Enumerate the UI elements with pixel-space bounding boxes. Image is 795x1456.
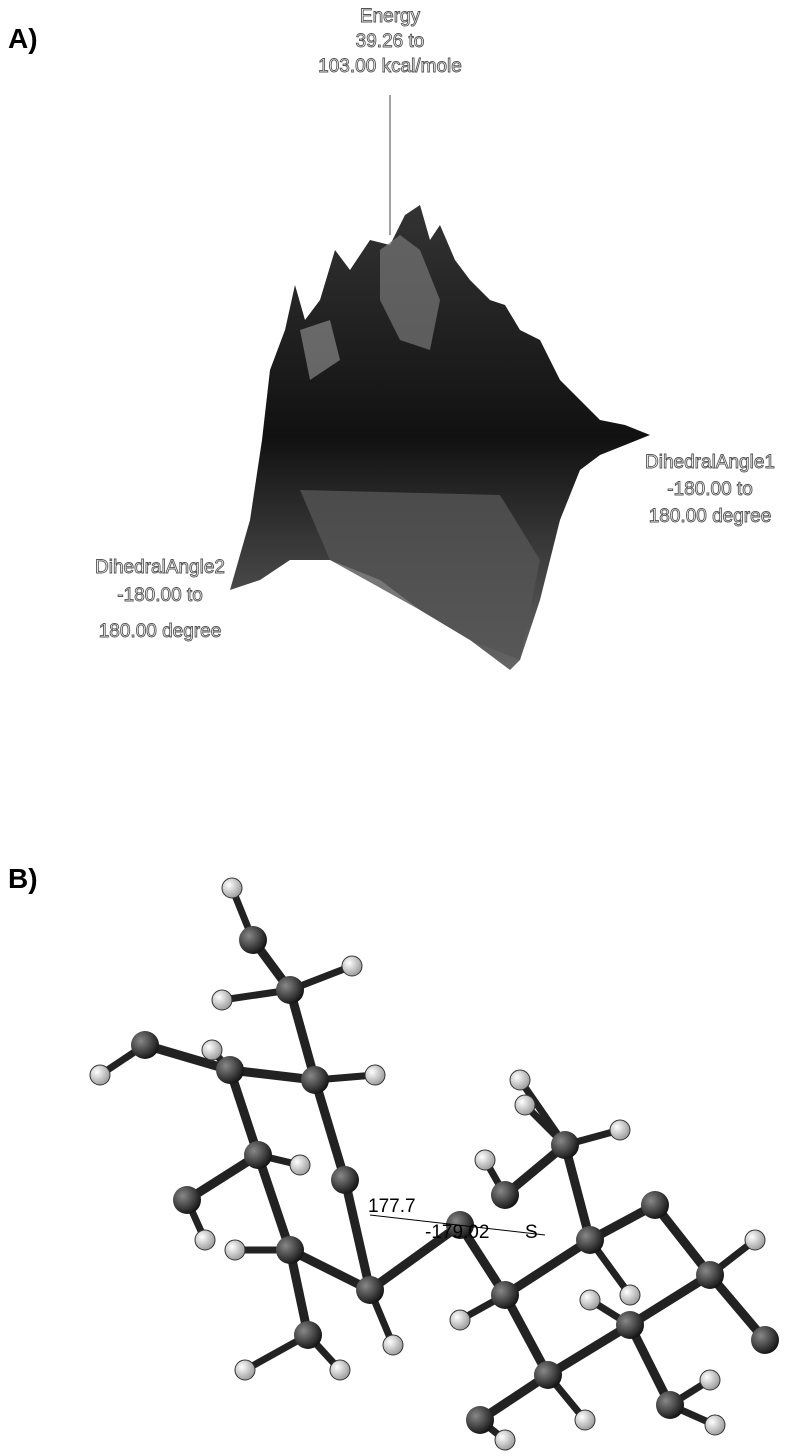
heavy-atom bbox=[131, 1031, 159, 1059]
bond bbox=[565, 1145, 590, 1240]
hydrogen-atom bbox=[90, 1065, 110, 1085]
hydrogen-atom bbox=[580, 1290, 600, 1310]
hydrogen-atom bbox=[222, 878, 242, 898]
bond bbox=[315, 1080, 345, 1180]
hydrogen-atom bbox=[330, 1360, 350, 1380]
dihedral-label: 177.7 bbox=[368, 1196, 416, 1217]
bond bbox=[290, 990, 315, 1080]
atom-label: S bbox=[525, 1222, 538, 1243]
axis-range: 180.00 degree bbox=[649, 506, 772, 527]
hydrogen-atom bbox=[225, 1240, 245, 1260]
heavy-atom bbox=[239, 926, 267, 954]
heavy-atom bbox=[331, 1166, 359, 1194]
axis-range: 39.26 to bbox=[356, 31, 425, 52]
hydrogen-atom bbox=[290, 1155, 310, 1175]
dihedral-label: -179.02 bbox=[425, 1222, 489, 1243]
axis-range: -180.00 to bbox=[667, 479, 753, 500]
axis-range: 103.00 kcal/mole bbox=[318, 56, 462, 77]
heavy-atom bbox=[576, 1226, 604, 1254]
hydrogen-atom bbox=[705, 1415, 725, 1435]
hydrogen-atom bbox=[495, 1430, 515, 1450]
panel-label: B) bbox=[8, 863, 38, 894]
heavy-atom bbox=[534, 1361, 562, 1389]
hydrogen-atom bbox=[745, 1230, 765, 1250]
heavy-atom bbox=[276, 1236, 304, 1264]
heavy-atom bbox=[551, 1131, 579, 1159]
heavy-atom bbox=[173, 1186, 201, 1214]
axis-name: Energy bbox=[360, 6, 421, 27]
heavy-atom bbox=[491, 1281, 519, 1309]
heavy-atom bbox=[301, 1066, 329, 1094]
heavy-atom bbox=[751, 1326, 779, 1354]
hydrogen-atom bbox=[700, 1370, 720, 1390]
axis-name: DihedralAngle1 bbox=[645, 452, 775, 473]
hydrogen-atom bbox=[212, 990, 232, 1010]
heavy-atom bbox=[294, 1321, 322, 1349]
heavy-atom bbox=[616, 1311, 644, 1339]
hydrogen-atom bbox=[475, 1150, 495, 1170]
hydrogen-atom bbox=[383, 1335, 403, 1355]
hydrogen-atom bbox=[515, 1095, 535, 1115]
axis-name: DihedralAngle2 bbox=[95, 557, 225, 578]
hydrogen-atom bbox=[450, 1310, 470, 1330]
panel-label: A) bbox=[8, 23, 38, 54]
hydrogen-atom bbox=[202, 1040, 222, 1060]
bond bbox=[258, 1155, 290, 1250]
hydrogen-atom bbox=[342, 956, 362, 976]
axis-range: 180.00 degree bbox=[99, 621, 222, 642]
heavy-atom bbox=[641, 1191, 669, 1219]
energy-surface bbox=[230, 205, 650, 670]
heavy-atom bbox=[244, 1141, 272, 1169]
bond bbox=[505, 1240, 590, 1295]
figure: A) Energy 39.26 to 103.00 kcal/mole Dihe… bbox=[0, 0, 795, 1456]
heavy-atom bbox=[466, 1406, 494, 1434]
heavy-atom bbox=[216, 1056, 244, 1084]
heavy-atom bbox=[276, 976, 304, 1004]
page: {"panel_a": {"label": "A)", "z_axis": {"… bbox=[0, 0, 795, 1456]
molecule bbox=[90, 878, 779, 1450]
hydrogen-atom bbox=[575, 1410, 595, 1430]
axis-range: -180.00 to bbox=[117, 585, 203, 606]
heavy-atom bbox=[356, 1276, 384, 1304]
bond bbox=[345, 1180, 370, 1290]
hydrogen-atom bbox=[510, 1070, 530, 1090]
hydrogen-atom bbox=[610, 1120, 630, 1140]
heavy-atom bbox=[491, 1181, 519, 1209]
hydrogen-atom bbox=[620, 1285, 640, 1305]
bond bbox=[548, 1325, 630, 1375]
heavy-atom bbox=[696, 1261, 724, 1289]
heavy-atom bbox=[656, 1391, 684, 1419]
hydrogen-atom bbox=[365, 1065, 385, 1085]
hydrogen-atom bbox=[235, 1360, 255, 1380]
hydrogen-atom bbox=[195, 1230, 215, 1250]
bond bbox=[630, 1275, 710, 1325]
